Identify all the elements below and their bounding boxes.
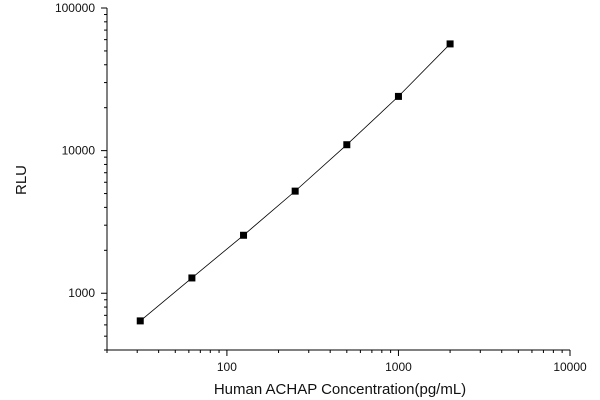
data-point [343, 141, 351, 149]
x-tick-label: 1000 [385, 360, 412, 374]
data-point [188, 274, 196, 282]
x-tick-label: 10000 [553, 360, 587, 374]
y-axis-tick-labels: 1000 10000 100000 [55, 1, 95, 300]
data-point [394, 92, 402, 100]
y-tick-label: 1000 [68, 286, 95, 300]
data-point [240, 231, 248, 239]
x-axis-title: Human ACHAP Concentration(pg/mL) [214, 381, 466, 398]
data-point [136, 317, 144, 325]
y-axis-title: RLU [13, 165, 30, 195]
data-point [291, 187, 299, 195]
data-point [446, 40, 454, 48]
plot-area: 100 1000 10000 1000 10000 100000 [55, 1, 587, 374]
x-axis-tick-labels: 100 1000 10000 [217, 360, 587, 374]
series-lines [139, 43, 451, 322]
x-tick-label: 100 [217, 360, 237, 374]
series-line [139, 43, 451, 322]
x-axis-ticks [106, 350, 571, 356]
y-tick-label: 10000 [62, 144, 96, 158]
series-markers [136, 40, 454, 325]
y-axis-ticks [101, 7, 107, 351]
y-tick-label: 100000 [55, 1, 95, 15]
